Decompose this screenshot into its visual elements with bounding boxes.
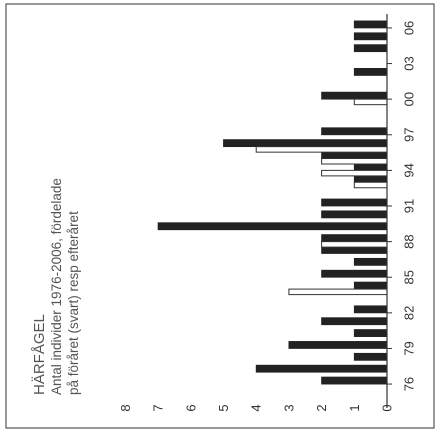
bar-spring-1977	[255, 364, 388, 373]
bar-spring-1985	[321, 269, 388, 278]
x-tick-label: 88	[402, 234, 417, 248]
bar-spring-1982	[353, 305, 388, 314]
x-tick-label: 03	[402, 56, 417, 70]
bar-spring-1990	[321, 210, 388, 219]
x-tick-label: 91	[402, 199, 417, 213]
bar-spring-1997	[321, 127, 388, 136]
value-tick-label: 5	[216, 404, 231, 411]
x-tick-label: 06	[402, 21, 417, 35]
bar-autumn-1988	[321, 241, 388, 248]
bar-autumn-2000	[353, 98, 388, 106]
bar-spring-2000	[321, 91, 388, 100]
bar-autumn-1984	[288, 288, 388, 296]
bar-spring-1986	[353, 257, 388, 266]
x-tick-label: 00	[402, 92, 417, 106]
x-tick-label: 97	[402, 128, 417, 142]
x-tick-labels: 76 79 82 85 88 91 94 97 00 03 06	[387, 21, 417, 391]
bar-autumn-1994	[321, 169, 388, 177]
chart-title: HÄRFÅGEL	[31, 314, 48, 395]
chart-subtitle-line-1: Antal individer 1976-2006, fördelade	[49, 178, 64, 395]
value-tick-label: 7	[151, 404, 166, 411]
bar-spring-2006	[353, 20, 388, 29]
bar-spring-1976	[321, 376, 388, 385]
bar-autumn-1993	[353, 181, 388, 189]
bar-spring-1979	[288, 341, 388, 349]
value-tick-label: 8	[118, 404, 133, 411]
value-tick-label: 6	[183, 404, 198, 411]
bar-spring-1978	[353, 352, 388, 361]
bar-autumn-1996	[255, 146, 388, 153]
x-tick-label: 82	[402, 306, 417, 320]
bar-spring-2002	[353, 68, 388, 76]
value-tick-label: 2	[314, 404, 329, 411]
bar-spring-2005	[353, 32, 388, 41]
bar-spring-1989	[157, 222, 388, 231]
value-tick-label: 4	[249, 404, 264, 411]
bar-group	[157, 20, 388, 385]
bar-spring-1984	[353, 281, 388, 290]
bar-spring-1988	[321, 234, 388, 243]
chart-subtitle-line-2: på föråret (svart) resp efteråret	[66, 211, 81, 395]
bar-spring-1981	[321, 317, 388, 326]
x-tick-label: 79	[402, 341, 417, 355]
value-tick-labels: 8 7 6 5 4 3 2 1 0	[118, 404, 395, 411]
title-block: HÄRFÅGEL Antal individer 1976-2006, förd…	[31, 178, 81, 395]
value-tick-label: 3	[281, 404, 296, 411]
bar-spring-2004	[353, 44, 388, 53]
bar-autumn-1995	[321, 158, 388, 165]
value-tick-label: 1	[347, 404, 362, 411]
bar-spring-1996	[223, 139, 388, 148]
bar-spring-1980	[353, 329, 388, 337]
bar-spring-1991	[321, 198, 388, 207]
x-tick-label: 85	[402, 270, 417, 284]
x-tick-label: 76	[402, 377, 417, 391]
x-tick-label: 94	[402, 163, 417, 177]
value-tick-label: 0	[380, 404, 395, 411]
